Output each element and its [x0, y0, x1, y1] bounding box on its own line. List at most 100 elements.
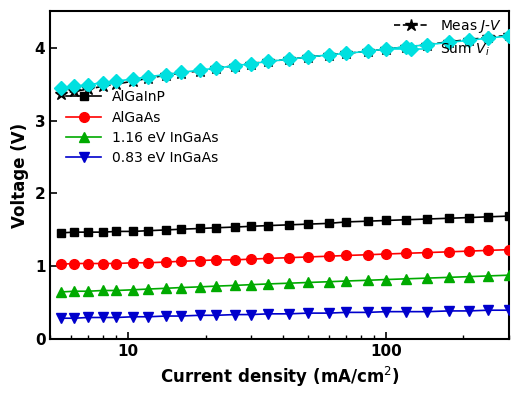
AlGaInP — [485, 214, 491, 219]
0.83 eV InGaAs — [71, 316, 77, 321]
0.83 eV InGaAs — [365, 310, 371, 315]
AlGaAs — [232, 258, 238, 262]
0.83 eV InGaAs — [145, 314, 151, 319]
Sum $V_i$ — [213, 66, 219, 70]
AlGaAs — [131, 260, 137, 265]
0.83 eV InGaAs — [131, 314, 137, 319]
AlGaAs — [248, 257, 254, 262]
AlGaInP — [131, 229, 137, 234]
Sum $V_i$ — [248, 61, 254, 66]
1.16 eV InGaAs — [131, 287, 137, 292]
0.83 eV InGaAs — [466, 308, 472, 313]
AlGaAs — [326, 254, 332, 259]
AlGaInP — [232, 225, 238, 230]
AlGaInP — [424, 217, 431, 222]
1.16 eV InGaAs — [71, 289, 77, 294]
AlGaInP — [213, 225, 219, 230]
Meas $J$-$V$ — [100, 84, 106, 89]
0.83 eV InGaAs — [383, 309, 389, 314]
AlGaInP — [71, 230, 77, 234]
Meas $J$-$V$ — [58, 91, 64, 96]
Meas $J$-$V$ — [506, 33, 512, 38]
1.16 eV InGaAs — [197, 284, 203, 289]
1.16 eV InGaAs — [100, 288, 106, 293]
Sum $V_i$ — [446, 40, 452, 45]
Meas $J$-$V$ — [145, 76, 151, 81]
Meas $J$-$V$ — [162, 73, 168, 78]
AlGaInP — [343, 220, 349, 224]
1.16 eV InGaAs — [466, 274, 472, 279]
Y-axis label: Voltage (V): Voltage (V) — [11, 123, 29, 228]
Sum $V_i$ — [162, 72, 168, 77]
0.83 eV InGaAs — [58, 316, 64, 321]
1.16 eV InGaAs — [85, 289, 91, 294]
1.16 eV InGaAs — [265, 282, 271, 286]
AlGaAs — [343, 253, 349, 258]
0.83 eV InGaAs — [177, 314, 184, 318]
1.16 eV InGaAs — [383, 277, 389, 282]
Sum $V_i$ — [113, 79, 119, 84]
0.83 eV InGaAs — [197, 313, 203, 318]
AlGaInP — [58, 230, 64, 235]
Sum $V_i$ — [85, 82, 91, 87]
AlGaInP — [162, 228, 168, 232]
Sum $V_i$ — [466, 38, 472, 43]
AlGaInP — [85, 230, 91, 234]
1.16 eV InGaAs — [177, 285, 184, 290]
AlGaInP — [100, 230, 106, 234]
1.16 eV InGaAs — [248, 282, 254, 287]
AlGaAs — [265, 256, 271, 261]
AlGaInP — [326, 221, 332, 226]
Sum $V_i$ — [177, 70, 184, 75]
Sum $V_i$ — [100, 80, 106, 85]
Sum $V_i$ — [383, 47, 389, 52]
AlGaAs — [365, 252, 371, 257]
Meas $J$-$V$ — [326, 52, 332, 57]
AlGaAs — [403, 251, 409, 256]
AlGaAs — [177, 259, 184, 264]
0.83 eV InGaAs — [113, 315, 119, 320]
Sum $V_i$ — [343, 51, 349, 56]
1.16 eV InGaAs — [485, 274, 491, 278]
Sum $V_i$ — [131, 76, 137, 81]
AlGaAs — [100, 261, 106, 266]
Sum $V_i$ — [71, 84, 77, 89]
Sum $V_i$ — [506, 34, 512, 38]
0.83 eV InGaAs — [285, 312, 292, 316]
1.16 eV InGaAs — [326, 279, 332, 284]
Sum $V_i$ — [265, 59, 271, 64]
1.16 eV InGaAs — [343, 279, 349, 284]
1.16 eV InGaAs — [446, 275, 452, 280]
Line: AlGaAs: AlGaAs — [56, 245, 514, 269]
Meas $J$-$V$ — [177, 71, 184, 76]
AlGaInP — [403, 217, 409, 222]
AlGaAs — [285, 255, 292, 260]
Meas $J$-$V$ — [248, 61, 254, 66]
0.83 eV InGaAs — [446, 308, 452, 313]
AlGaInP — [446, 216, 452, 221]
1.16 eV InGaAs — [365, 278, 371, 283]
X-axis label: Current density (mA/cm$^2$): Current density (mA/cm$^2$) — [160, 365, 399, 389]
0.83 eV InGaAs — [485, 308, 491, 312]
Sum $V_i$ — [232, 64, 238, 68]
Meas $J$-$V$ — [131, 79, 137, 84]
AlGaAs — [113, 261, 119, 266]
AlGaInP — [365, 219, 371, 224]
0.83 eV InGaAs — [232, 312, 238, 317]
Meas $J$-$V$ — [85, 87, 91, 92]
Meas $J$-$V$ — [232, 64, 238, 68]
1.16 eV InGaAs — [305, 280, 311, 285]
Line: 1.16 eV InGaAs: 1.16 eV InGaAs — [56, 270, 514, 297]
Sum $V_i$ — [145, 74, 151, 79]
0.83 eV InGaAs — [265, 312, 271, 316]
0.83 eV InGaAs — [85, 315, 91, 320]
Meas $J$-$V$ — [71, 89, 77, 94]
AlGaAs — [446, 250, 452, 254]
AlGaInP — [197, 226, 203, 231]
1.16 eV InGaAs — [58, 290, 64, 294]
0.83 eV InGaAs — [213, 313, 219, 318]
1.16 eV InGaAs — [232, 283, 238, 288]
Line: AlGaInP: AlGaInP — [57, 212, 513, 237]
Line: 0.83 eV InGaAs: 0.83 eV InGaAs — [56, 305, 514, 323]
1.16 eV InGaAs — [113, 288, 119, 293]
